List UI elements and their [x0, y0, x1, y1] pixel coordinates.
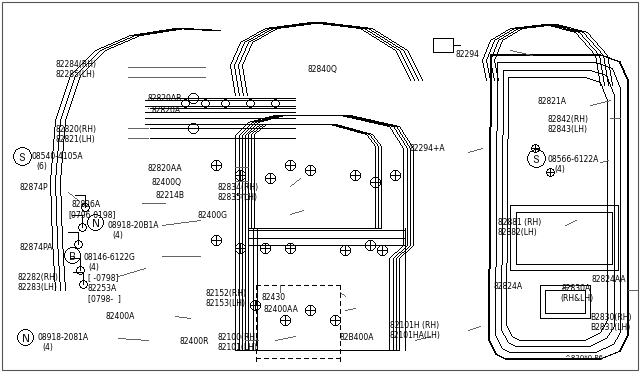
Text: 08918-20B1A: 08918-20B1A	[108, 221, 159, 230]
Text: 82835(LH): 82835(LH)	[218, 193, 258, 202]
Text: 82152(RH): 82152(RH)	[205, 289, 246, 298]
Text: 08540-4105A: 08540-4105A	[32, 152, 84, 161]
Text: 82881 (RH): 82881 (RH)	[498, 218, 541, 227]
Text: 82400Q: 82400Q	[152, 178, 182, 187]
Text: 82821A: 82821A	[538, 97, 567, 106]
Text: 82400A: 82400A	[106, 312, 136, 321]
Text: 82400AA: 82400AA	[264, 305, 299, 314]
Text: 82834(RH): 82834(RH)	[218, 183, 259, 192]
Text: 82430: 82430	[262, 293, 286, 302]
Text: (4): (4)	[88, 263, 99, 272]
Text: 82824A: 82824A	[494, 282, 523, 291]
Text: 82B400A: 82B400A	[340, 333, 374, 342]
Text: 82842(RH): 82842(RH)	[548, 115, 589, 124]
Text: [0798-  ]: [0798- ]	[88, 294, 121, 303]
Text: [0796-0198]: [0796-0198]	[68, 210, 115, 219]
Text: 82820AA: 82820AA	[148, 164, 182, 173]
Text: (4): (4)	[42, 343, 53, 352]
Text: [ -0798]: [ -0798]	[88, 273, 118, 282]
Text: 82214B: 82214B	[155, 191, 184, 200]
Text: (6): (6)	[36, 162, 47, 171]
Text: 82101(LH): 82101(LH)	[218, 343, 258, 352]
Text: 82285(LH): 82285(LH)	[55, 70, 95, 79]
Text: 82843(LH): 82843(LH)	[548, 125, 588, 134]
Text: 82294+A: 82294+A	[410, 144, 445, 153]
Text: 82874PA: 82874PA	[20, 243, 53, 252]
Text: 82100(RH): 82100(RH)	[218, 333, 259, 342]
Text: 08566-6122A: 08566-6122A	[548, 155, 600, 164]
Text: 82824AA: 82824AA	[592, 275, 627, 284]
Text: 82284(RH): 82284(RH)	[55, 60, 96, 69]
Text: 82283(LH): 82283(LH)	[18, 283, 58, 292]
Text: ^820*0 P6: ^820*0 P6	[565, 355, 603, 361]
Text: 82820AB: 82820AB	[148, 94, 182, 103]
Text: 82874P: 82874P	[20, 183, 49, 192]
Text: (RH&LH): (RH&LH)	[560, 294, 593, 303]
Text: 82821(LH): 82821(LH)	[55, 135, 95, 144]
Text: 82253A: 82253A	[88, 284, 117, 293]
Text: 82826A: 82826A	[72, 200, 101, 209]
Text: (4): (4)	[554, 165, 565, 174]
Text: 82400G: 82400G	[198, 211, 228, 220]
Text: 82400R: 82400R	[180, 337, 209, 346]
Text: 82101H (RH): 82101H (RH)	[390, 321, 439, 330]
Text: 08146-6122G: 08146-6122G	[84, 253, 136, 262]
Text: 82101HA(LH): 82101HA(LH)	[390, 331, 441, 340]
Text: 08918-2081A: 08918-2081A	[38, 333, 89, 342]
Text: B2830(RH): B2830(RH)	[590, 313, 632, 322]
Text: 82840Q: 82840Q	[308, 65, 338, 74]
Text: 82282(RH): 82282(RH)	[18, 273, 59, 282]
Text: 82882(LH): 82882(LH)	[498, 228, 538, 237]
Text: 82820A: 82820A	[152, 106, 181, 115]
Text: B2831(LH): B2831(LH)	[590, 323, 630, 332]
Text: 82820(RH): 82820(RH)	[55, 125, 96, 134]
Text: 82830A: 82830A	[562, 284, 591, 293]
Text: (4): (4)	[112, 231, 123, 240]
Text: 82294: 82294	[455, 50, 479, 59]
Text: 82153(LH): 82153(LH)	[205, 299, 245, 308]
